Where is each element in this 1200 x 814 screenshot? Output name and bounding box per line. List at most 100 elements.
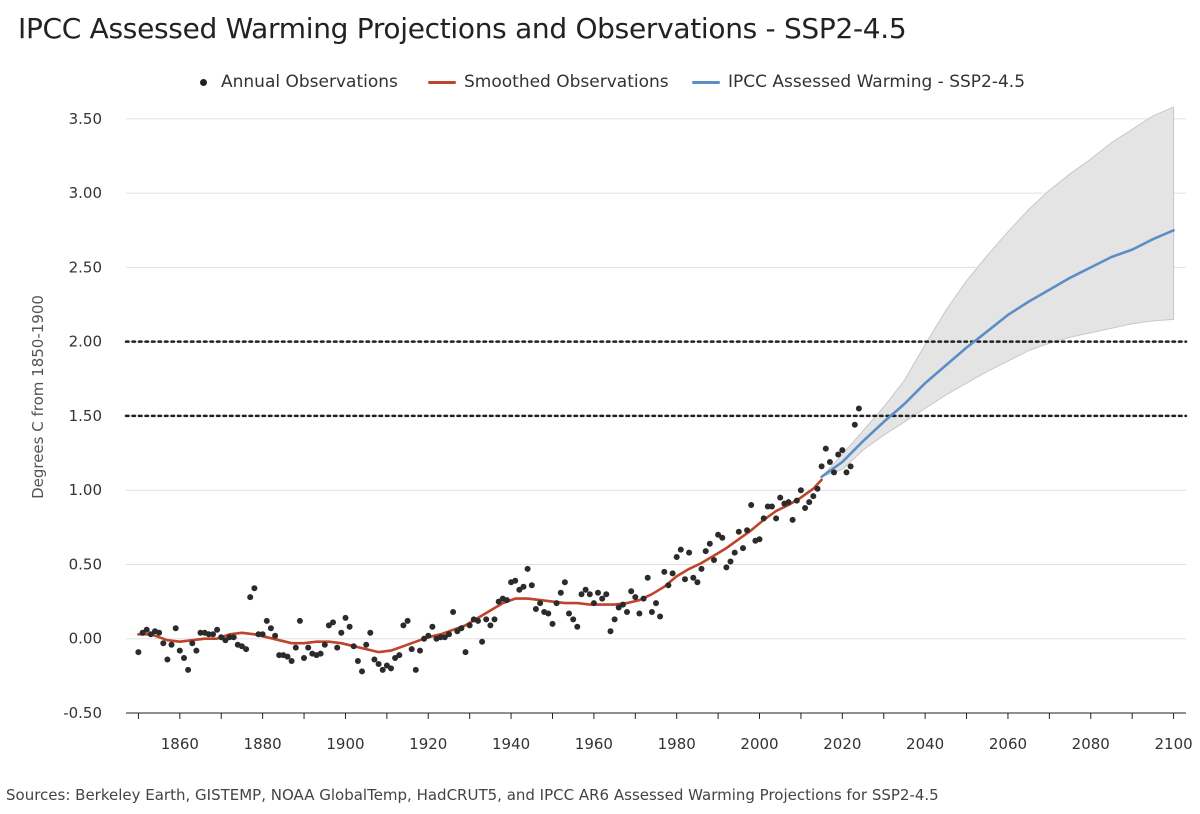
- observation-point: [512, 577, 519, 584]
- observation-point: [528, 582, 535, 589]
- x-tick-label: 1860: [161, 735, 199, 753]
- observation-point: [715, 531, 722, 538]
- observation-point: [210, 631, 216, 638]
- observation-point: [363, 641, 370, 648]
- observation-point: [661, 568, 668, 575]
- x-tick-label: 1940: [492, 735, 530, 753]
- observation-point: [255, 631, 262, 638]
- observation-point: [230, 634, 237, 641]
- observation-point: [218, 634, 225, 641]
- observation-point: [632, 594, 639, 601]
- observation-point: [466, 622, 473, 629]
- observation-point: [768, 503, 775, 510]
- x-tick-label: 2020: [823, 735, 861, 753]
- observation-point: [756, 536, 763, 543]
- observation-point: [346, 623, 353, 630]
- observation-point: [826, 459, 833, 465]
- observation-point: [644, 574, 651, 581]
- observation-point: [723, 564, 730, 571]
- observation-point: [168, 641, 175, 648]
- observation-point: [185, 666, 192, 673]
- observation-point: [802, 505, 809, 511]
- observation-point: [276, 652, 283, 659]
- observation-point: [615, 604, 622, 611]
- observation-point: [690, 574, 697, 581]
- observation-point: [549, 620, 556, 627]
- observation-point: [288, 658, 295, 664]
- observation-point: [404, 617, 411, 624]
- observation-point: [648, 609, 655, 615]
- observation-point: [586, 591, 593, 598]
- legend-item-smoothed-observations: Smoothed Observations: [428, 72, 669, 92]
- observation-point: [272, 632, 279, 639]
- observation-point: [147, 631, 154, 638]
- observation-point: [396, 652, 403, 659]
- projection-range-band: [821, 106, 1175, 478]
- observation-point: [677, 546, 684, 553]
- observation-point: [516, 586, 523, 593]
- observation-point: [698, 565, 705, 572]
- observation-point: [503, 597, 510, 604]
- observation-point: [417, 647, 423, 654]
- sources-note: Sources: Berkeley Earth, GISTEMP, NOAA G…: [6, 786, 939, 804]
- observation-point: [835, 451, 842, 458]
- observation-point: [628, 588, 635, 595]
- y-tick-label: 0.50: [69, 555, 102, 573]
- x-tick-label: 2060: [989, 735, 1027, 753]
- observation-point: [744, 527, 751, 534]
- observation-point: [611, 616, 618, 623]
- observation-point: [342, 614, 349, 621]
- observation-point: [475, 617, 481, 624]
- legend-label-annual-observations: Annual Observations: [221, 72, 398, 92]
- observation-point: [797, 487, 804, 494]
- observation-point: [214, 626, 221, 633]
- observation-point: [669, 570, 676, 577]
- y-tick-label: 2.00: [69, 333, 102, 351]
- observation-point: [176, 647, 183, 654]
- observation-point: [702, 548, 709, 555]
- observation-point: [139, 629, 146, 636]
- observation-point: [682, 576, 688, 583]
- observation-point: [731, 549, 738, 556]
- smoothed-observations-line: [137, 478, 823, 654]
- observation-point: [719, 534, 726, 541]
- observation-point: [259, 631, 266, 638]
- observation-point: [599, 595, 606, 602]
- observation-point: [359, 668, 365, 675]
- y-tick-label: 3.00: [69, 184, 102, 202]
- observation-point: [189, 640, 196, 647]
- observation-point: [777, 494, 784, 501]
- observation-point: [317, 650, 324, 657]
- observation-point: [524, 565, 531, 572]
- observation-point: [238, 643, 245, 650]
- observation-point: [561, 579, 568, 586]
- x-tick-label: 2040: [906, 735, 944, 753]
- observation-point: [686, 549, 693, 556]
- observation-point: [607, 628, 614, 635]
- observation-point: [748, 502, 755, 508]
- observation-point: [446, 631, 452, 638]
- observation-point: [305, 644, 312, 651]
- observation-point: [222, 637, 229, 644]
- observation-point: [545, 610, 552, 617]
- observation-point: [193, 647, 200, 654]
- observation-point: [441, 634, 448, 641]
- x-tick-label: 1980: [658, 735, 696, 753]
- observation-point: [156, 629, 163, 636]
- observation-point: [392, 655, 399, 661]
- observation-point: [400, 622, 407, 629]
- observation-point: [371, 656, 378, 663]
- observation-point: [458, 625, 465, 632]
- observation-point: [740, 545, 746, 552]
- observation-point: [388, 665, 394, 672]
- observation-point: [263, 617, 270, 624]
- threshold-layer: [124, 340, 1188, 418]
- observation-point: [711, 557, 717, 563]
- x-tick-label: 2080: [1072, 735, 1110, 753]
- observation-point: [760, 515, 767, 522]
- observation-point: [636, 610, 643, 617]
- projection-layer: [820, 229, 1175, 479]
- observation-point: [595, 589, 601, 596]
- y-tick-label: 0.00: [69, 630, 102, 648]
